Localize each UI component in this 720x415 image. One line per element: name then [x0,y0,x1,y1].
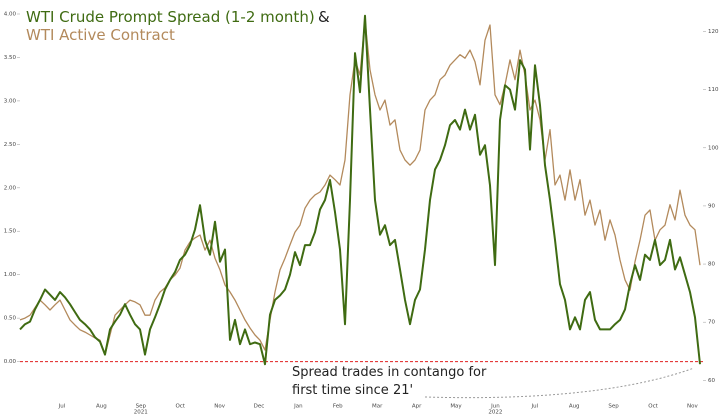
y-tick-label: 0.00 [4,359,17,365]
x-tick-label: Oct [175,404,185,410]
x-tick-label: Nov [214,404,225,410]
title-joiner: & [318,8,330,26]
series-line [19,14,701,366]
x-tick-label: Nov [687,404,698,410]
title-contract: WTI Active Contract [26,26,175,44]
annotation-line: Spread trades in contango for [292,365,487,380]
y2-tick-label: 60 [708,378,715,384]
x-tick-label: Aug [569,404,580,410]
y-tick-label: 3.50 [4,55,17,61]
x-tick-label: Sep [608,404,619,410]
y2-tick-label: 80 [708,262,715,268]
x-tick-label: Sep [136,404,147,410]
x-tick-label: Jun [490,404,500,410]
y2-tick-label: 90 [708,203,715,209]
annotation-line: first time since 21' [292,383,413,398]
x-tick-label: Feb [333,404,343,410]
y-tick-label: 0.50 [4,316,17,322]
x-year-label: 2021 [134,410,148,415]
annotation-arrow [424,367,695,399]
y2-tick-label: 100 [708,145,719,151]
y-tick-label: 2.50 [4,142,17,148]
x-tick-label: Jul [530,404,538,410]
x-tick-label: Jan [293,404,303,410]
y-tick-label: 1.50 [4,229,17,235]
y2-tick-label: 110 [708,87,719,93]
y2-tick-label: 120 [708,29,719,35]
x-tick-label: Aug [96,404,107,410]
y-tick-label: 4.00 [4,12,17,18]
y2-tick-label: 70 [708,320,715,326]
x-tick-label: Dec [254,404,265,410]
x-tick-label: Apr [412,404,422,410]
x-tick-label: Jul [58,404,66,410]
y-tick-label: 2.00 [4,185,17,191]
x-year-label: 2022 [488,410,502,415]
x-tick-label: May [450,404,462,410]
series-line [19,19,701,356]
title-spread: WTI Crude Prompt Spread (1-2 month) [26,8,315,26]
y-tick-label: 3.00 [4,98,17,104]
x-tick-label: Oct [648,404,658,410]
x-tick-label: Mar [372,404,383,410]
y-tick-label: 1.00 [4,272,17,278]
